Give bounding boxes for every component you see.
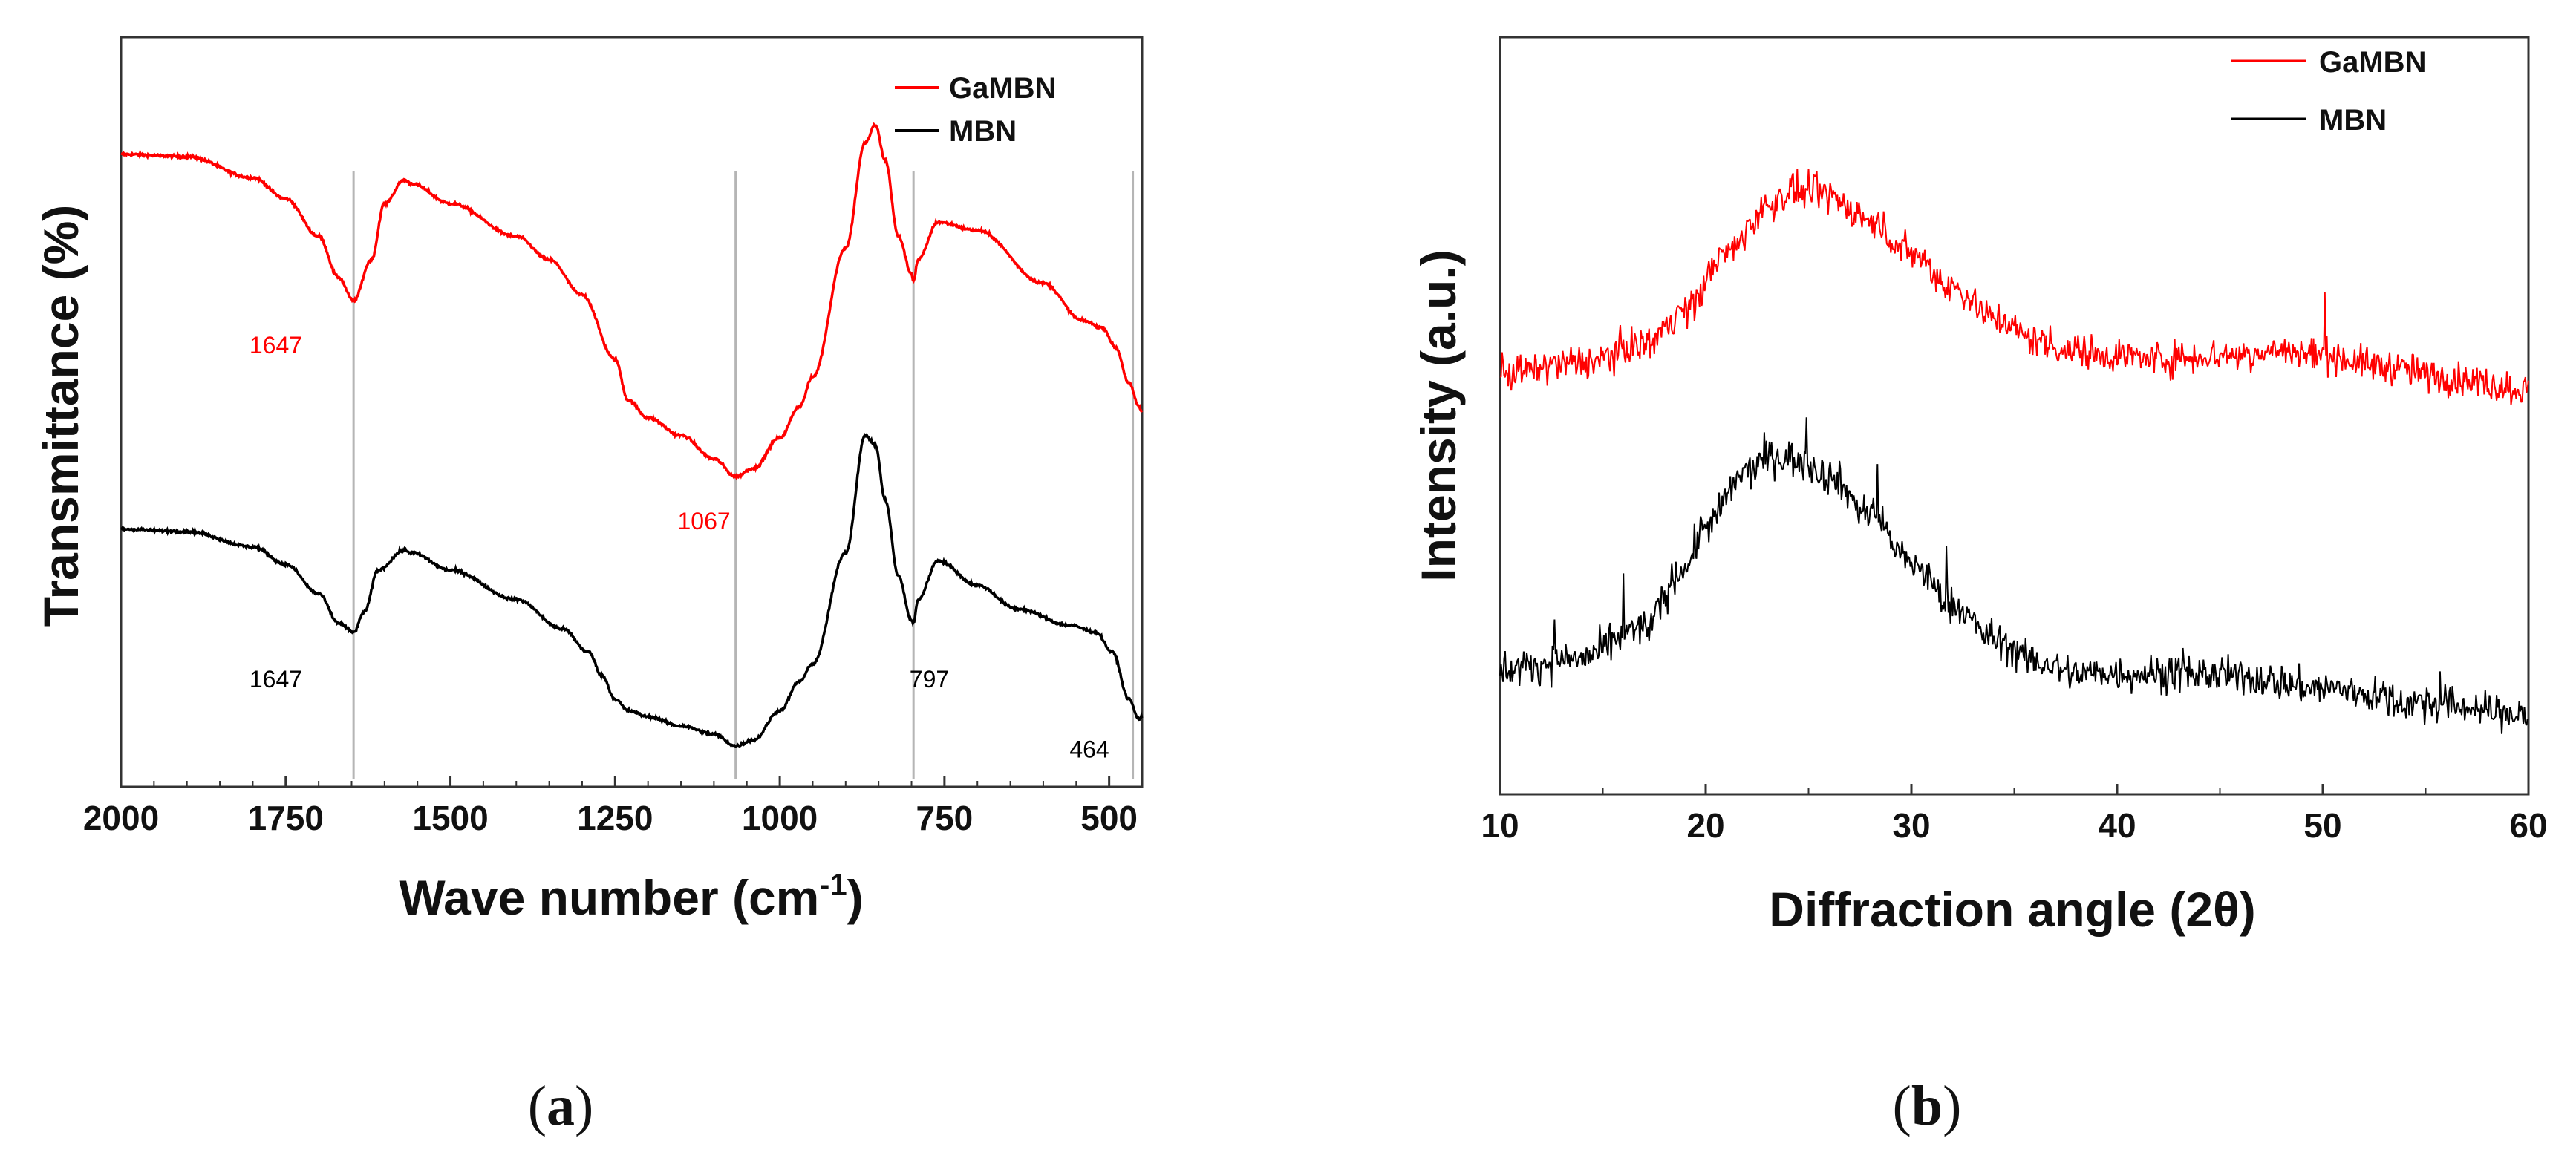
ftir-y-axis-title: Transmittance (%) (33, 205, 88, 627)
ftir-x-tick-label: 2000 (83, 799, 159, 837)
ftir-annotation: 464 (1069, 736, 1109, 763)
ftir-legend-label-mbn: MBN (949, 115, 1017, 148)
xrd-x-tick-label: 40 (2098, 806, 2136, 845)
ftir-x-tick-label: 1000 (742, 799, 818, 837)
xrd-x-tick-label: 50 (2303, 806, 2341, 845)
xrd-y-axis-title: Intensity (a.u.) (1411, 249, 1466, 581)
xrd-series (1499, 169, 2529, 734)
ftir-x-tick-label: 1250 (577, 799, 653, 837)
ftir-reference-lines (352, 171, 1135, 779)
ftir-legend-label-gambn: GaMBN (949, 72, 1056, 105)
xrd-series-line-mbn (1499, 417, 2529, 734)
xrd-x-axis-title: Diffraction angle (2θ) (1769, 882, 2255, 937)
xrd-x-tick-label: 30 (1892, 806, 1930, 845)
ftir-annotation: 1647 (250, 666, 302, 693)
xrd-x-tick-label: 60 (2509, 806, 2547, 845)
ftir-annotation: 1647 (250, 332, 302, 359)
ftir-series-line-mbn (120, 432, 1144, 748)
xrd-legend-label-gambn: GaMBN (2319, 46, 2426, 79)
xrd-legend-label-mbn: MBN (2319, 104, 2387, 137)
xrd-chart: 10 20 30 40 50 60 GaMBN MBN Diffraction angle… (1411, 36, 2548, 1137)
ftir-x-tick-label: 1500 (412, 799, 488, 837)
xrd-x-tick-label: 10 (1481, 806, 1519, 845)
xrd-x-ticks: 10 20 30 40 50 60 (1481, 784, 2548, 845)
ftir-chart: 1647 1067 1647 797 464 2000 1750 1500 1250 1000 7… (33, 36, 1144, 1137)
ftir-x-tick-label: 750 (916, 799, 973, 837)
ftir-x-ticks: 2000 1750 1500 1250 1000 750 500 (83, 776, 1143, 837)
panel-label-b: (b) (1893, 1075, 1962, 1137)
ftir-series-line-gambn (120, 122, 1144, 481)
ftir-annotation: 797 (910, 666, 949, 693)
ftir-x-tick-label: 500 (1080, 799, 1138, 837)
xrd-series-line-gambn (1499, 169, 2529, 405)
ftir-x-tick-label: 1750 (248, 799, 324, 837)
panel-label-a: (a) (528, 1075, 594, 1137)
ftir-annotation: 1067 (677, 508, 730, 534)
ftir-series (120, 122, 1144, 748)
ftir-annotations: 1647 1067 1647 797 464 (250, 332, 1109, 762)
ftir-x-axis-title: Wave number (cm-1) (399, 867, 863, 925)
xrd-x-tick-label: 20 (1686, 806, 1724, 845)
